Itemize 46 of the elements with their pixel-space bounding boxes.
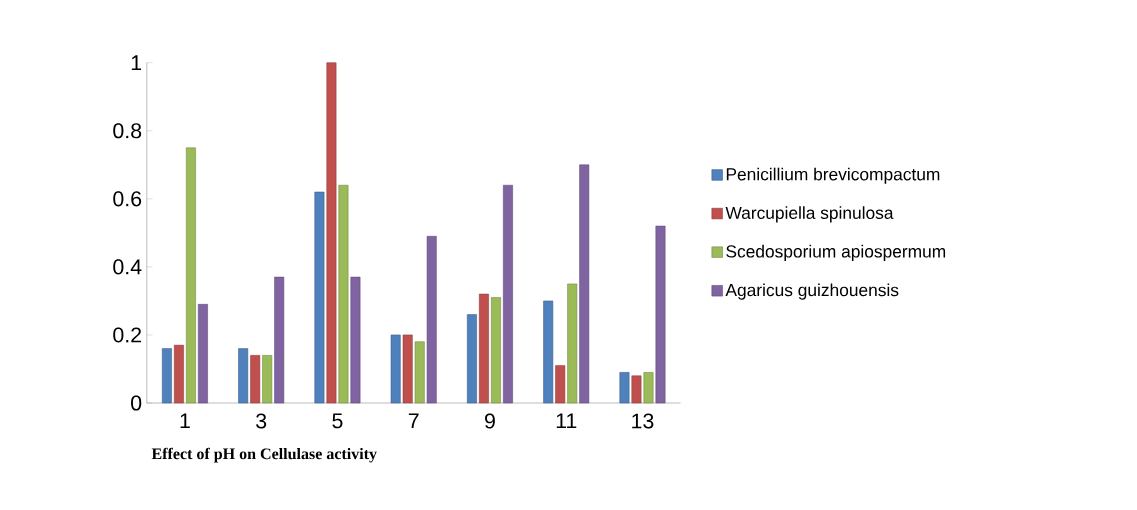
bar: [274, 276, 285, 404]
bar: [238, 348, 249, 404]
x-tick-label: 1: [180, 413, 190, 429]
x-tick-label: 3: [256, 413, 267, 429]
bar: [655, 225, 666, 404]
x-tick-label: 13: [632, 413, 654, 429]
bar: [161, 348, 172, 404]
legend-label: Agaricus guizhouensis: [725, 283, 899, 300]
bar: [567, 283, 578, 404]
bar: [402, 334, 413, 404]
y-tick-label: 0.6: [113, 191, 142, 207]
bar: [314, 191, 325, 404]
bar: [503, 185, 513, 404]
legend-label: Warcupiella spinulosa: [725, 206, 894, 223]
y-tick-label: 0.2: [113, 327, 142, 343]
y-tick-label: 0.4: [113, 259, 142, 275]
bar: [186, 147, 196, 404]
bar: [262, 355, 273, 404]
y-tick-label: 1: [131, 55, 142, 71]
y-tick-label: 0: [131, 395, 142, 411]
bar: [619, 372, 630, 404]
x-tick-label: 11: [556, 413, 577, 429]
x-axis-title: Effect of pH on Cellulase activity: [151, 447, 377, 463]
bar: [579, 164, 590, 404]
bar: [631, 375, 642, 404]
legend-label: Scedosporium apiospermum: [726, 244, 946, 262]
bar: [173, 345, 184, 404]
bar: [426, 236, 437, 404]
bar: [350, 276, 361, 404]
legend-label: Penicillium brevicompactum: [726, 167, 940, 184]
bar: [326, 62, 337, 404]
bar: [414, 341, 425, 404]
x-tick-label: 9: [485, 413, 495, 429]
bar: [643, 372, 654, 404]
bar: [543, 300, 554, 404]
y-tick-label: 0.8: [113, 123, 142, 139]
bar: [250, 355, 261, 404]
bar: [390, 334, 401, 404]
bar: [491, 297, 501, 404]
bar: [555, 365, 566, 404]
x-tick-label: 7: [408, 413, 419, 429]
x-tick-label: 5: [332, 413, 343, 429]
bar: [338, 185, 349, 404]
bar: [198, 304, 208, 404]
bar: [467, 314, 477, 404]
bar: [479, 293, 489, 404]
